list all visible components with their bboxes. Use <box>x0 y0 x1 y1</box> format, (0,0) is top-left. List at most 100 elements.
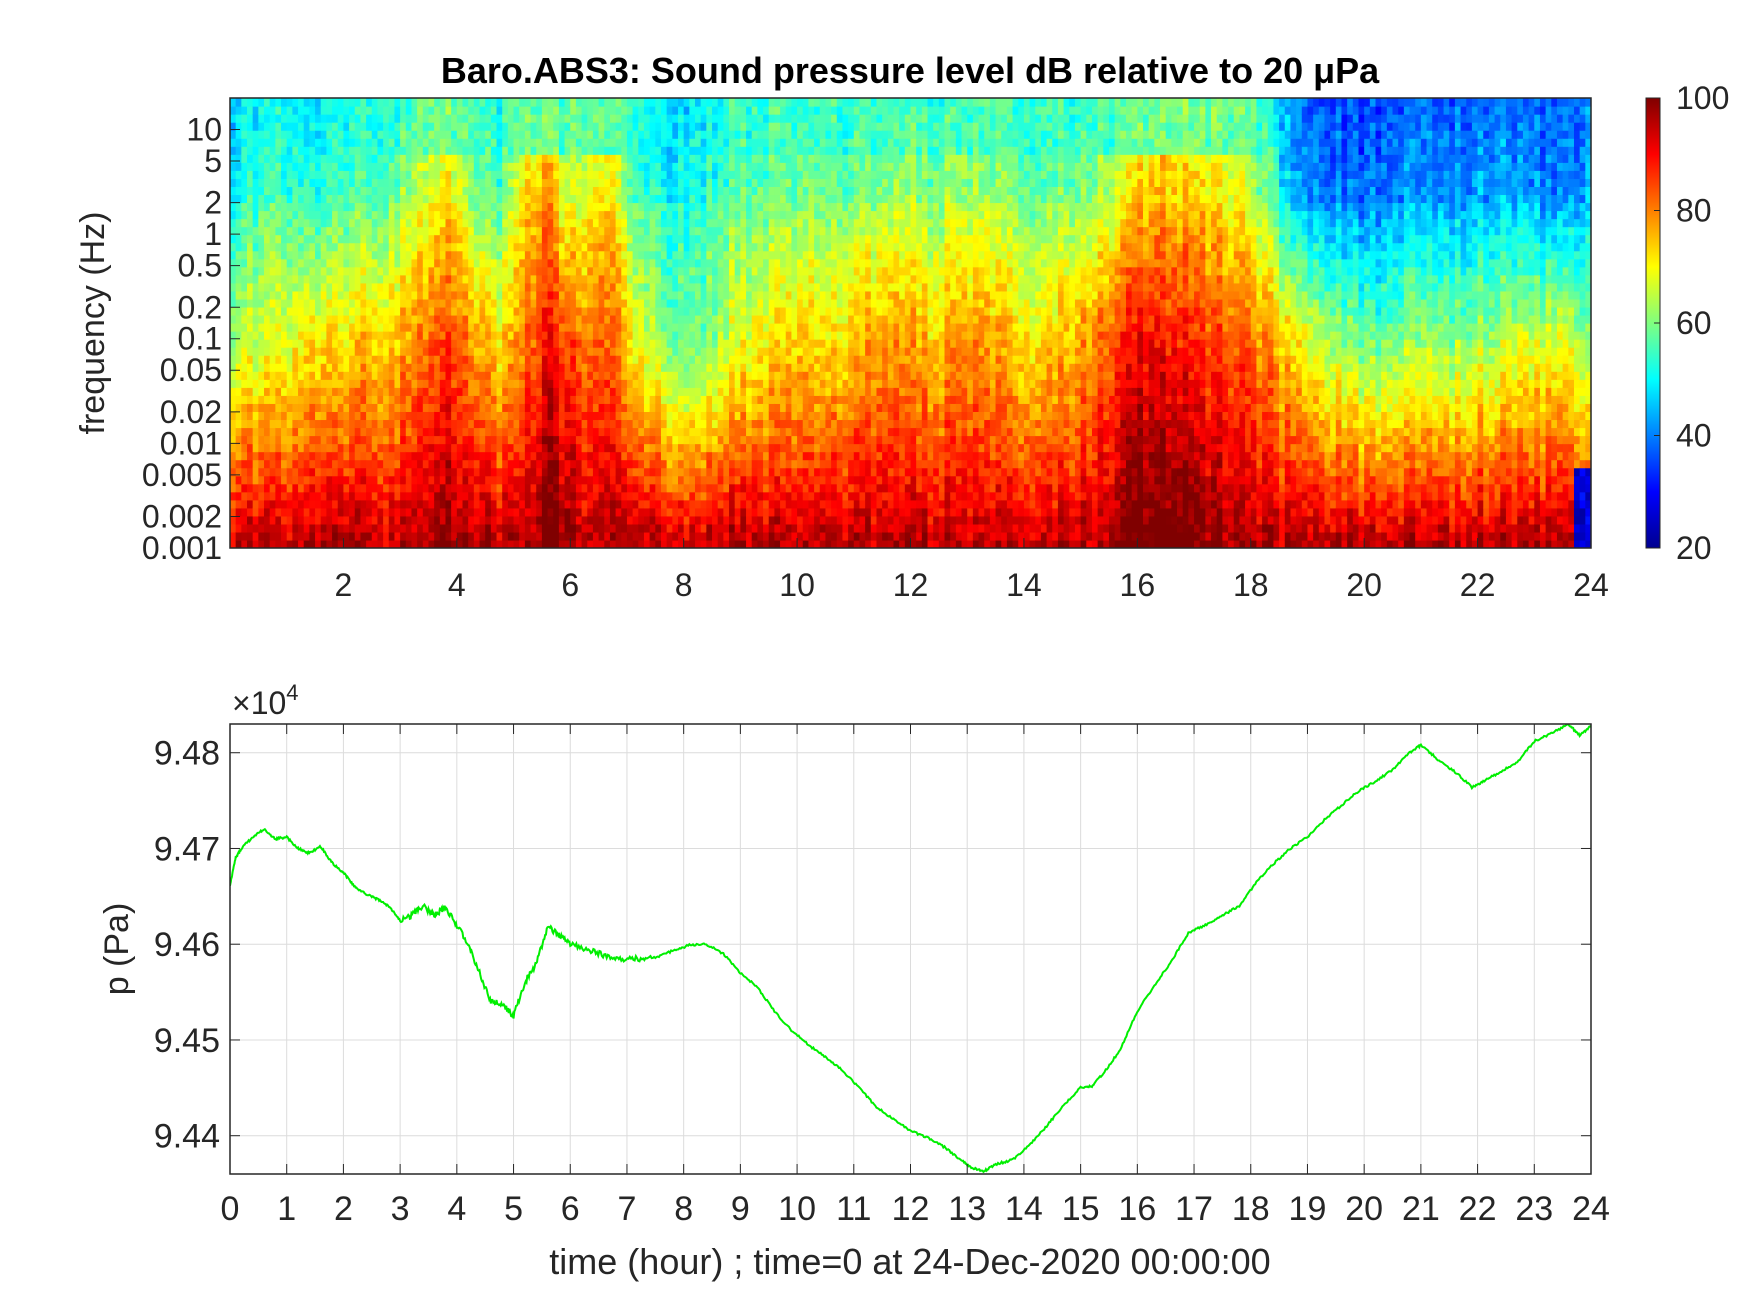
heatmap-cell <box>247 475 254 485</box>
heatmap-cell <box>638 523 645 533</box>
heatmap-cell <box>405 467 413 477</box>
heatmap-cell <box>309 539 316 548</box>
heatmap-cell <box>281 475 288 485</box>
heatmap-cell <box>298 443 305 453</box>
heatmap-cell <box>292 499 299 509</box>
heatmap-cell <box>462 290 469 300</box>
heatmap-cell <box>451 363 458 372</box>
heatmap-cell <box>609 387 617 396</box>
heatmap-cell <box>332 379 339 388</box>
heatmap-cell <box>507 363 515 372</box>
heatmap-cell <box>439 507 447 517</box>
heatmap-cell <box>553 170 560 179</box>
heatmap-cell <box>320 98 327 107</box>
heatmap-cell <box>394 467 401 477</box>
heatmap-cell <box>247 178 254 187</box>
heatmap-cell <box>281 314 288 324</box>
heatmap-cell <box>417 403 424 412</box>
heatmap-cell <box>411 170 418 179</box>
heatmap-cell <box>445 258 452 268</box>
heatmap-cell <box>649 339 656 348</box>
heatmap-cell <box>388 539 396 548</box>
heatmap-cell <box>434 387 441 396</box>
heatmap-cell <box>332 427 339 437</box>
heatmap-cell <box>360 218 367 228</box>
heatmap-cell <box>286 154 293 163</box>
heatmap-cell <box>547 355 554 364</box>
heatmap-cell <box>320 539 327 548</box>
heatmap-cell <box>592 274 600 284</box>
heatmap-cell <box>315 483 322 493</box>
heatmap-cell <box>553 443 560 453</box>
heatmap-cell <box>723 467 730 477</box>
heatmap-cell <box>456 218 464 228</box>
heatmap-cell <box>451 282 458 292</box>
heatmap-cell <box>354 194 362 204</box>
heatmap-cell <box>615 467 622 477</box>
heatmap-cell <box>456 266 464 276</box>
heatmap-cell <box>570 226 577 236</box>
heatmap-cell <box>479 531 486 541</box>
heatmap-cell <box>377 314 384 324</box>
heatmap-cell <box>275 331 282 340</box>
heatmap-cell <box>678 290 685 300</box>
heatmap-cell <box>337 363 345 372</box>
heatmap-cell <box>405 266 413 276</box>
heatmap-cell <box>655 98 662 107</box>
heatmap-cell <box>360 306 367 316</box>
heatmap-cell <box>388 290 396 300</box>
heatmap-cell <box>695 138 702 147</box>
heatmap-cell <box>303 363 310 372</box>
heatmap-cell <box>519 234 526 244</box>
heatmap-cell <box>241 114 248 123</box>
heatmap-cell <box>377 387 384 396</box>
heatmap-cell <box>286 314 293 324</box>
heatmap-cell <box>496 306 503 316</box>
heatmap-cell <box>485 459 492 469</box>
heatmap-cell <box>723 403 730 412</box>
heatmap-cell <box>553 234 560 244</box>
heatmap-cell <box>326 331 333 340</box>
heatmap-cell <box>275 98 282 107</box>
heatmap-cell <box>354 314 362 324</box>
heatmap-cell <box>326 427 333 437</box>
heatmap-cell <box>286 523 293 533</box>
heatmap-cell <box>547 419 554 429</box>
heatmap-cell <box>377 403 384 412</box>
heatmap-cell <box>723 443 730 453</box>
heatmap-cell <box>513 331 520 340</box>
heatmap-cell <box>309 395 316 404</box>
heatmap-cell <box>598 178 605 187</box>
heatmap-cell <box>485 106 492 115</box>
heatmap-cell <box>411 531 418 541</box>
heatmap-cell <box>729 395 736 404</box>
heatmap-cell <box>292 218 299 228</box>
heatmap-cell <box>405 130 413 139</box>
heatmap-cell <box>706 539 713 548</box>
heatmap-cell <box>547 443 554 453</box>
heatmap-cell <box>377 331 384 340</box>
heatmap-cell <box>706 178 713 187</box>
heatmap-cell <box>655 371 662 380</box>
heatmap-cell <box>553 475 560 485</box>
heatmap-cell <box>575 154 583 163</box>
heatmap-cell <box>411 106 418 115</box>
heatmap-cell <box>320 210 327 220</box>
heatmap-cell <box>281 387 288 396</box>
heatmap-cell <box>428 515 435 525</box>
heatmap-cell <box>292 411 299 421</box>
heatmap-cell <box>371 323 379 332</box>
heatmap-cell <box>479 226 486 236</box>
heatmap-cell <box>717 403 724 412</box>
heatmap-cell <box>485 355 492 364</box>
heatmap-cell <box>371 379 379 388</box>
heatmap-cell <box>462 146 469 155</box>
heatmap-cell <box>383 379 390 388</box>
heatmap-cell <box>626 443 634 453</box>
heatmap-cell <box>502 258 509 268</box>
heatmap-cell <box>689 539 696 548</box>
heatmap-cell <box>609 459 617 469</box>
heatmap-cell <box>564 250 571 260</box>
heatmap-cell <box>689 114 696 123</box>
heatmap-cell <box>332 531 339 541</box>
